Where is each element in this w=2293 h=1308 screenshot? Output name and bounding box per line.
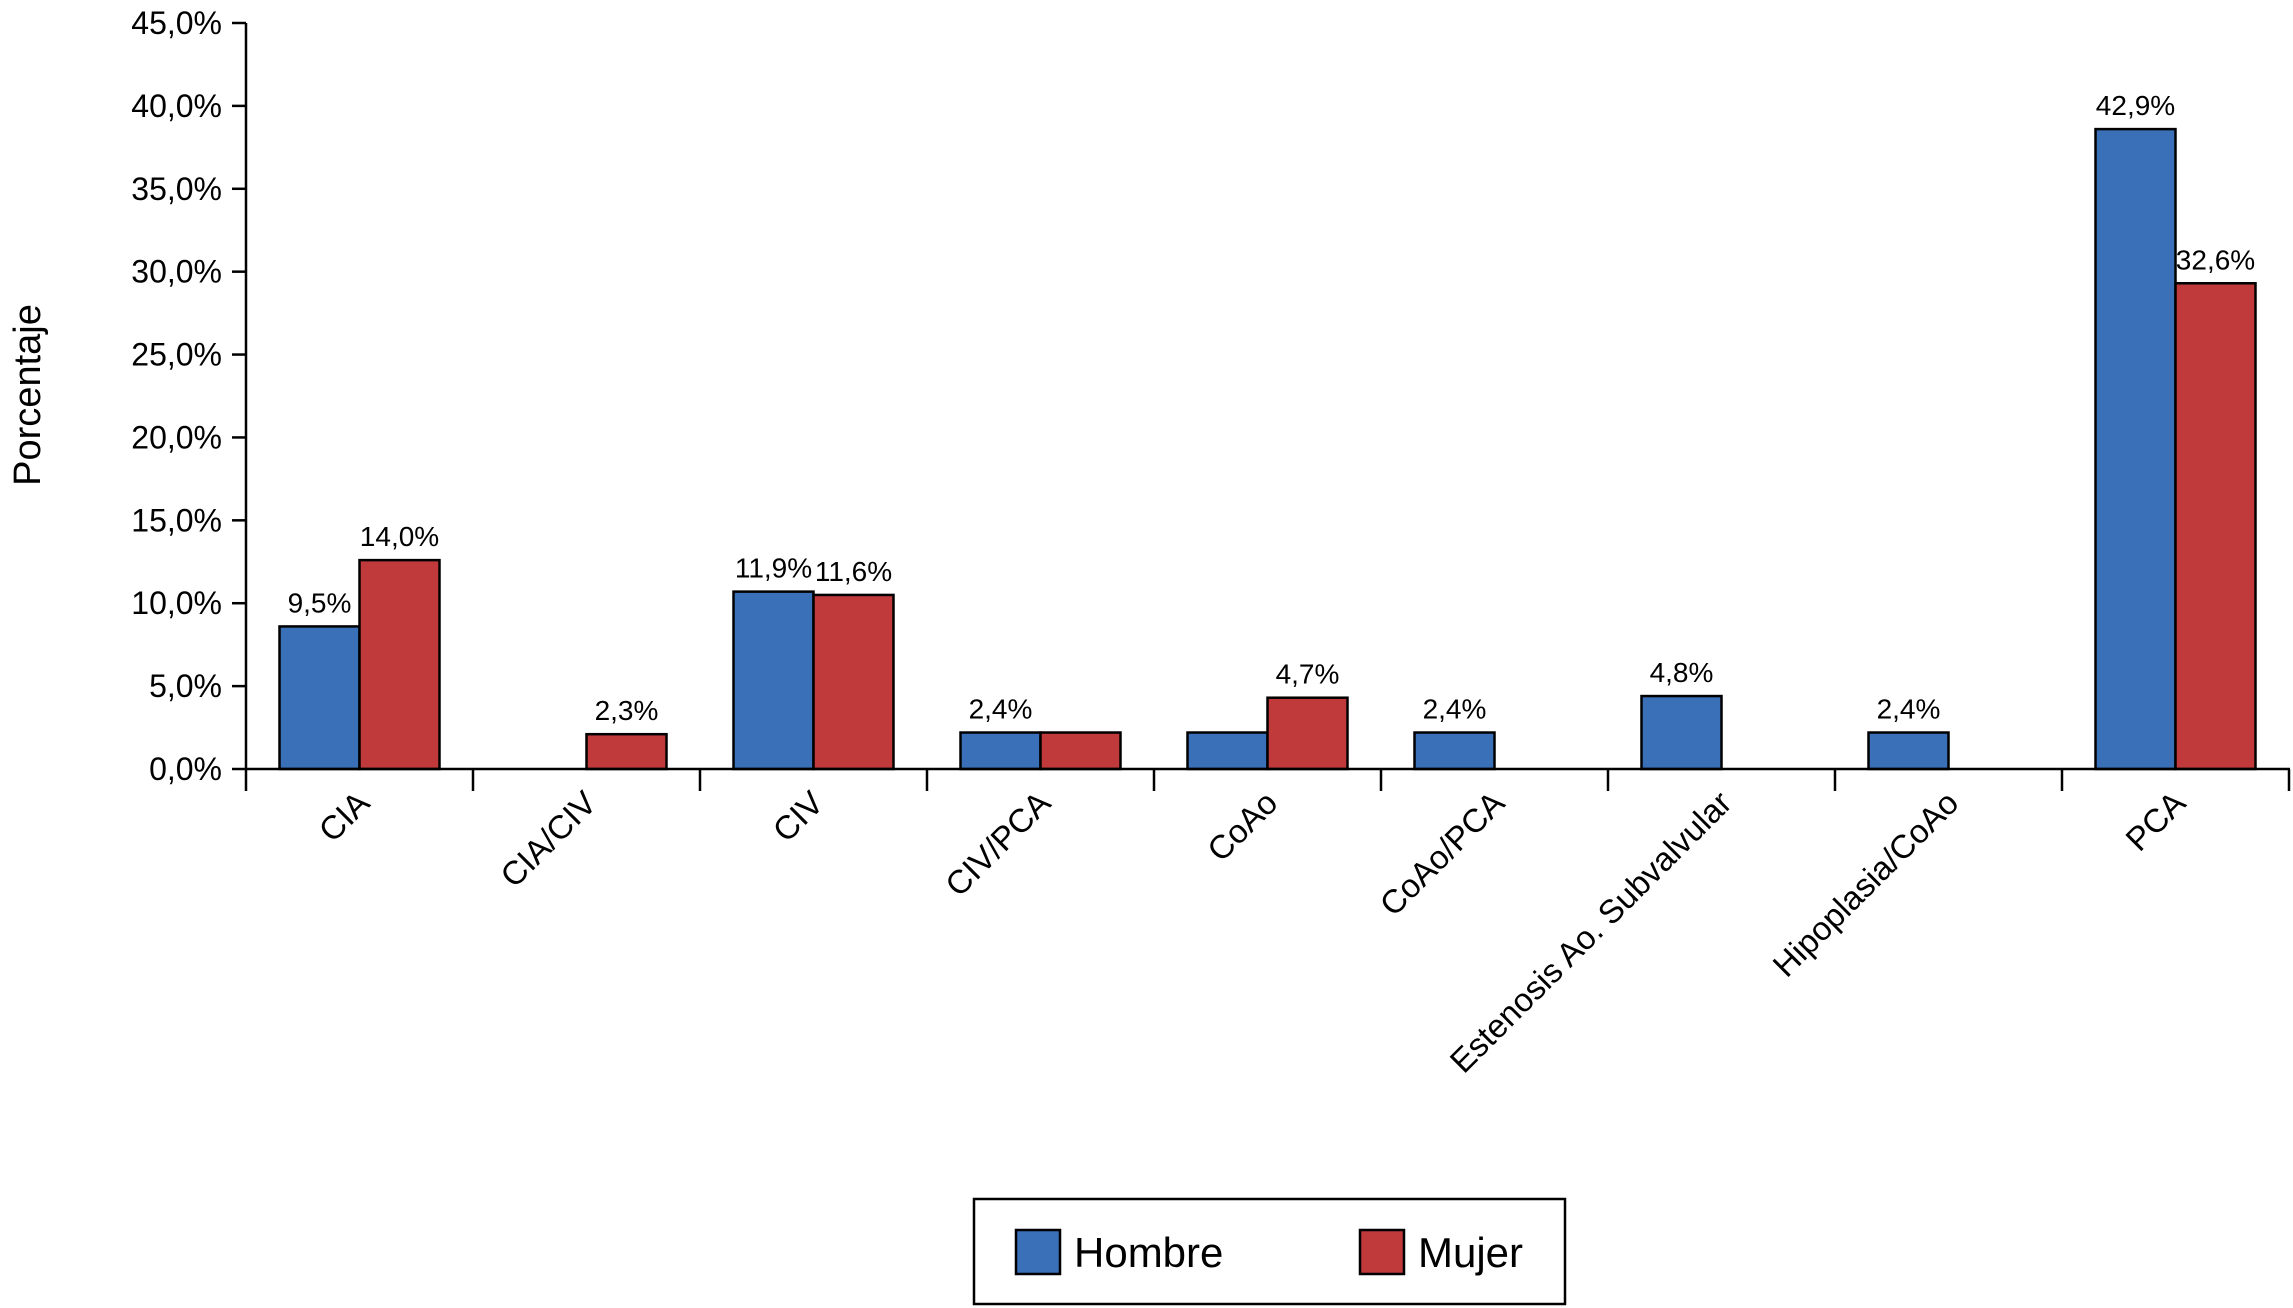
y-axis-label: Porcentaje	[7, 304, 49, 486]
data-label: 2,4%	[1423, 694, 1487, 725]
y-tick-label: 25,0%	[131, 337, 222, 373]
bar-mujer-3	[1039, 731, 1122, 771]
legend: Hombre Mujer	[972, 1197, 1567, 1306]
x-tick-label: CIA/CIV	[493, 784, 603, 894]
bar-hombre-8	[2094, 127, 2177, 771]
x-tick-label: CoAo/PCA	[1372, 784, 1511, 923]
bar-hombre-5	[1413, 731, 1496, 771]
y-tick-label: 5,0%	[149, 668, 222, 704]
data-label: 2,4%	[1877, 694, 1941, 725]
y-tick-label: 40,0%	[131, 88, 222, 124]
data-label: 2,3%	[595, 695, 659, 726]
y-tick-label: 45,0%	[131, 5, 222, 41]
data-label: 42,9%	[2096, 90, 2175, 121]
data-label: 2,4%	[969, 694, 1033, 725]
y-tick-label: 0,0%	[149, 751, 222, 787]
bar-mujer-0	[358, 558, 441, 771]
x-tick-label: CIV/PCA	[938, 784, 1058, 904]
bar-hombre-6	[1640, 694, 1723, 771]
x-tick-label: CIV	[765, 784, 830, 849]
data-label: 11,9%	[735, 553, 812, 584]
bar-mujer-2	[812, 593, 895, 771]
legend-swatch-mujer	[1358, 1228, 1406, 1276]
x-tick-label: PCA	[2118, 784, 2192, 858]
bar-hombre-7	[1867, 731, 1950, 771]
x-tick-label: Hipoplasia/CoAo	[1765, 784, 1965, 984]
data-label: 32,6%	[2176, 244, 2255, 275]
legend-label-mujer: Mujer	[1418, 1229, 1523, 1276]
data-label: 4,8%	[1650, 657, 1714, 688]
axes: CIA CIA/CIV CIV CIV/PCA CoAo CoAo/PCAEstenosi…	[131, 5, 2291, 1080]
bar-mujer-8	[2174, 282, 2257, 771]
bar-mujer-4	[1266, 696, 1349, 771]
x-tick-label: CIA	[311, 784, 376, 849]
legend-label-hombre: Hombre	[1074, 1229, 1223, 1276]
y-tick-label: 15,0%	[131, 502, 222, 538]
data-label: 9,5%	[288, 587, 352, 618]
data-label: 14,0%	[360, 521, 439, 552]
data-label: 4,7%	[1276, 659, 1340, 690]
legend-box	[972, 1197, 1567, 1306]
y-tick-label: 30,0%	[131, 254, 222, 290]
bar-hombre-2	[732, 590, 815, 771]
legend-swatch-hombre	[1014, 1228, 1062, 1276]
bar-mujer-1	[585, 732, 668, 771]
y-tick-label: 35,0%	[131, 171, 222, 207]
bar-hombre-0	[278, 625, 361, 771]
y-tick-label: 20,0%	[131, 419, 222, 455]
bars: 9,5% 14,0% 2,3% 11,9% 11,6% 2,4% 4,7% 2,4% 4,8% 2…	[278, 90, 2257, 771]
y-tick-label: 10,0%	[131, 585, 222, 621]
bar-hombre-4	[1186, 731, 1269, 771]
data-label: 11,6%	[815, 556, 892, 587]
x-tick-label: CoAo	[1200, 784, 1285, 869]
bar-hombre-3	[959, 731, 1042, 771]
